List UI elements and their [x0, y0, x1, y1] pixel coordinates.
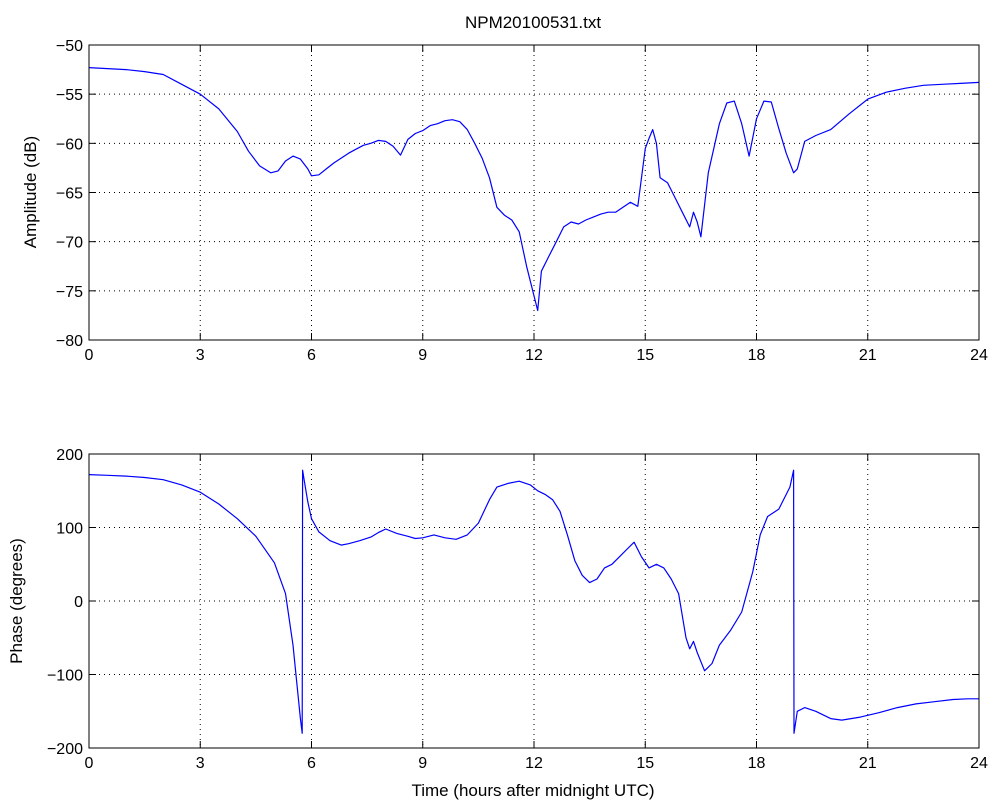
- amplitude-x-tick-label: 12: [525, 347, 543, 364]
- amplitude-axes-box: [88, 44, 980, 341]
- phase-x-tick-label: 12: [525, 755, 543, 772]
- amplitude-y-tick-label: −70: [56, 235, 83, 252]
- amplitude-series-line: [88, 67, 980, 312]
- amplitude-panel: 0 3 6 9 12 15 18 21 24 −80 −75 −70 −65 −60 −55 −50 Ampl…: [21, 38, 988, 364]
- phase-series: [88, 469, 979, 734]
- phase-x-tick-label: 9: [418, 755, 427, 772]
- amplitude-y-tick-label: −60: [56, 136, 83, 153]
- phase-y-axis-label: Phase (degrees): [7, 538, 26, 664]
- amplitude-series: [88, 67, 980, 312]
- amplitude-y-tick-label: −75: [56, 284, 83, 301]
- amplitude-x-tick-label: 0: [85, 347, 94, 364]
- amplitude-x-tick-label: 3: [196, 347, 205, 364]
- phase-x-axis-label: Time (hours after midnight UTC): [411, 781, 654, 800]
- amplitude-x-tick-label: 24: [970, 347, 988, 364]
- amplitude-y-tick-label: −50: [56, 38, 83, 55]
- amplitude-x-tick-label: 6: [307, 347, 316, 364]
- phase-panel: 0 3 6 9 12 15 18 21 24 −200 −100 0 100 200 Phase (deg…: [7, 447, 988, 800]
- phase-x-tick-label: 15: [636, 755, 654, 772]
- phase-axes-box: [88, 453, 980, 749]
- amplitude-y-tick-label: −55: [56, 87, 83, 104]
- chart-title: NPM20100531.txt: [465, 13, 601, 32]
- phase-grid: [89, 454, 979, 748]
- amplitude-x-tick-label: 9: [418, 347, 427, 364]
- phase-x-tick-label: 0: [85, 755, 94, 772]
- phase-y-tick-label: 0: [74, 594, 83, 611]
- phase-y-tick-label: 100: [56, 521, 83, 538]
- amplitude-y-axis-label: Amplitude (dB): [21, 136, 40, 248]
- phase-x-tick-label: 18: [748, 755, 766, 772]
- amplitude-x-tick-label: 18: [748, 347, 766, 364]
- phase-x-tick-label: 24: [970, 755, 988, 772]
- amplitude-y-tick-label: −80: [56, 333, 83, 350]
- phase-y-tick-label: −200: [47, 741, 83, 758]
- amplitude-ticks: 0 3 6 9 12 15 18 21 24 −80 −75 −70 −65 −60 −55 −50: [56, 38, 988, 364]
- amplitude-x-tick-label: 21: [859, 347, 877, 364]
- phase-y-tick-label: −100: [47, 668, 83, 685]
- phase-y-tick-label: 200: [56, 447, 83, 464]
- amplitude-y-tick-label: −65: [56, 186, 83, 203]
- phase-series-line: [88, 469, 979, 734]
- amplitude-grid: [89, 45, 979, 340]
- phase-x-tick-label: 21: [859, 755, 877, 772]
- phase-ticks: 0 3 6 9 12 15 18 21 24 −200 −100 0 100 200: [47, 447, 988, 772]
- phase-x-tick-label: 6: [307, 755, 316, 772]
- amplitude-x-tick-label: 15: [636, 347, 654, 364]
- phase-x-tick-label: 3: [196, 755, 205, 772]
